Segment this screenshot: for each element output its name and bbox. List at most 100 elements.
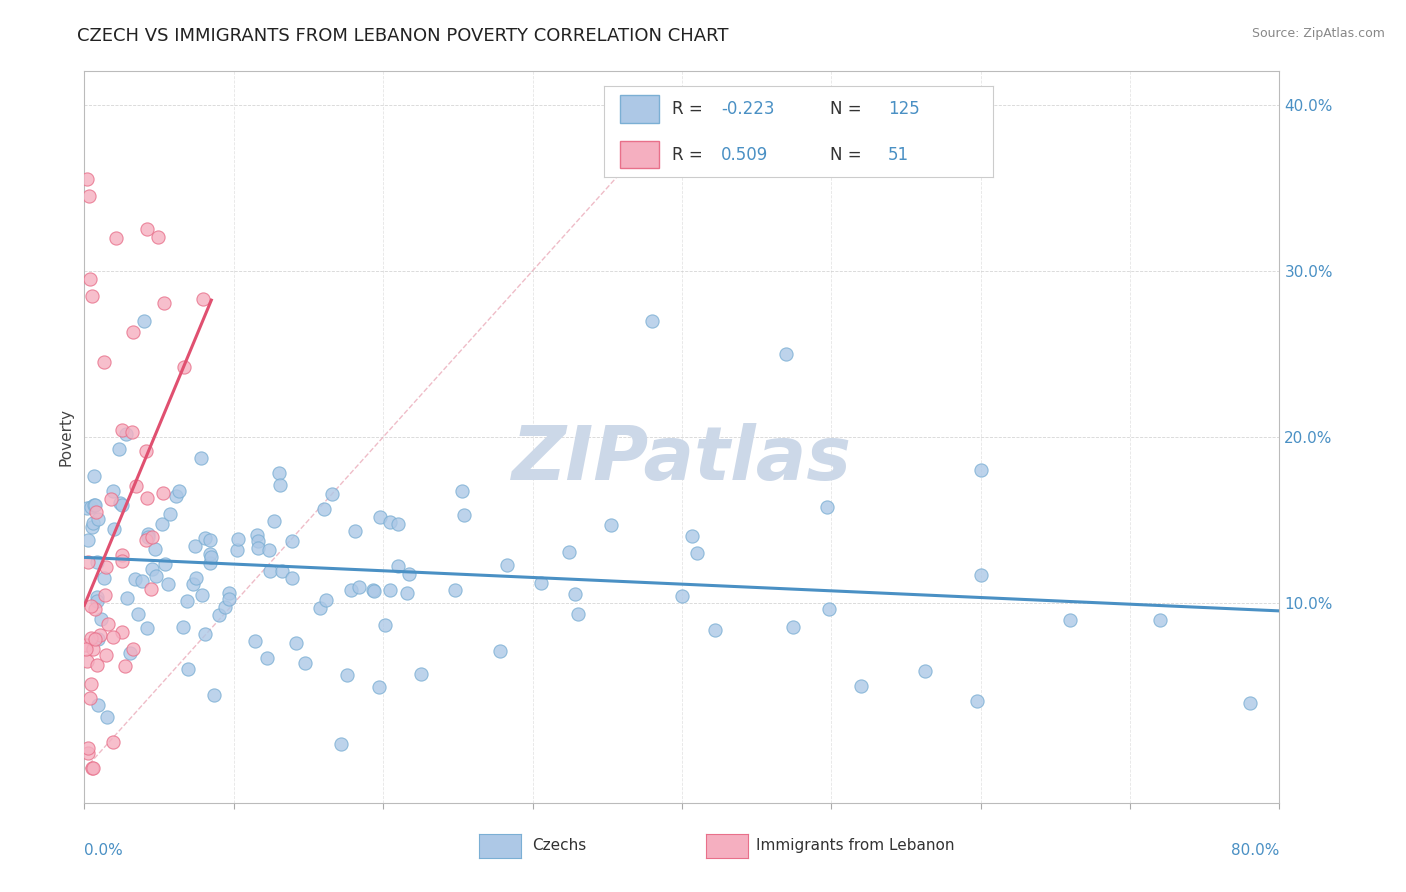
Point: [90, 612, 112, 626]
Point: [395, 586, 418, 600]
Point: [131, 574, 153, 589]
Point: [315, 592, 337, 607]
Point: [198, 556, 221, 570]
Point: [80, 599, 103, 614]
Point: [970, 568, 993, 582]
Point: [387, 559, 409, 574]
Point: [914, 665, 936, 679]
Point: [267, 466, 290, 480]
Text: ZIPatlas: ZIPatlas: [512, 423, 852, 496]
Text: CZECH VS IMMIGRANTS FROM LEBANON POVERTY CORRELATION CHART: CZECH VS IMMIGRANTS FROM LEBANON POVERTY…: [77, 27, 728, 45]
Point: [374, 618, 396, 632]
Point: [152, 295, 174, 310]
Point: [208, 607, 231, 622]
Point: [294, 657, 316, 671]
Point: [176, 594, 198, 608]
Point: [83, 468, 105, 483]
Point: [79, 632, 101, 646]
Point: [86, 512, 108, 526]
Point: [558, 545, 581, 559]
Point: [120, 646, 142, 660]
Point: [564, 587, 586, 601]
Point: [280, 571, 302, 585]
Point: [141, 561, 163, 575]
Point: [145, 568, 167, 582]
Point: [157, 576, 180, 591]
Point: [136, 222, 159, 236]
Point: [121, 425, 143, 439]
Y-axis label: Poverty: Poverty: [58, 408, 73, 467]
Point: [190, 587, 212, 601]
Point: [159, 508, 181, 522]
Point: [782, 620, 804, 634]
Point: [269, 477, 291, 491]
Point: [443, 583, 465, 598]
Point: [96, 709, 118, 723]
Point: [599, 518, 621, 533]
Point: [79, 690, 101, 705]
Point: [263, 514, 285, 528]
Text: Source: ZipAtlas.com: Source: ZipAtlas.com: [1251, 27, 1385, 40]
Point: [173, 359, 195, 374]
Point: [115, 427, 138, 442]
Point: [132, 314, 156, 328]
Point: [135, 533, 157, 547]
Point: [139, 582, 162, 596]
Point: [127, 607, 149, 621]
Point: [246, 541, 269, 556]
Point: [101, 483, 124, 498]
Point: [285, 636, 308, 650]
Point: [347, 580, 370, 594]
Point: [135, 621, 157, 635]
Point: [851, 680, 873, 694]
Text: Immigrants from Lebanon: Immigrants from Lebanon: [756, 838, 955, 854]
Point: [336, 667, 359, 681]
Point: [125, 479, 148, 493]
Point: [141, 530, 163, 544]
Point: [79, 272, 101, 286]
Point: [111, 548, 134, 562]
Point: [124, 572, 146, 586]
Point: [76, 533, 98, 547]
Point: [148, 230, 170, 244]
Point: [246, 528, 269, 542]
Point: [256, 651, 278, 665]
Point: [567, 607, 589, 621]
Point: [184, 571, 207, 585]
Point: [77, 189, 100, 203]
Point: [194, 531, 217, 545]
Point: [966, 694, 988, 708]
Point: [641, 314, 664, 328]
Point: [339, 582, 361, 597]
Point: [94, 560, 117, 574]
Point: [84, 632, 107, 646]
Point: [181, 577, 204, 591]
Point: [489, 644, 512, 658]
Text: 0.0%: 0.0%: [84, 843, 124, 858]
Point: [453, 508, 475, 523]
Point: [671, 589, 693, 603]
Point: [135, 443, 157, 458]
Point: [76, 740, 98, 755]
Point: [80, 761, 103, 775]
Point: [138, 530, 160, 544]
Point: [86, 555, 108, 569]
Point: [246, 534, 269, 549]
Point: [84, 505, 107, 519]
Point: [387, 516, 409, 531]
Point: [93, 571, 115, 585]
Point: [411, 666, 433, 681]
Point: [80, 289, 103, 303]
Point: [259, 565, 281, 579]
Point: [257, 543, 280, 558]
Point: [312, 502, 335, 516]
Point: [344, 524, 367, 538]
Point: [111, 624, 134, 639]
Point: [83, 601, 105, 615]
Point: [184, 539, 207, 553]
Point: [200, 533, 222, 547]
Point: [122, 642, 145, 657]
Point: [80, 500, 103, 515]
Point: [114, 658, 136, 673]
Point: [226, 532, 249, 546]
